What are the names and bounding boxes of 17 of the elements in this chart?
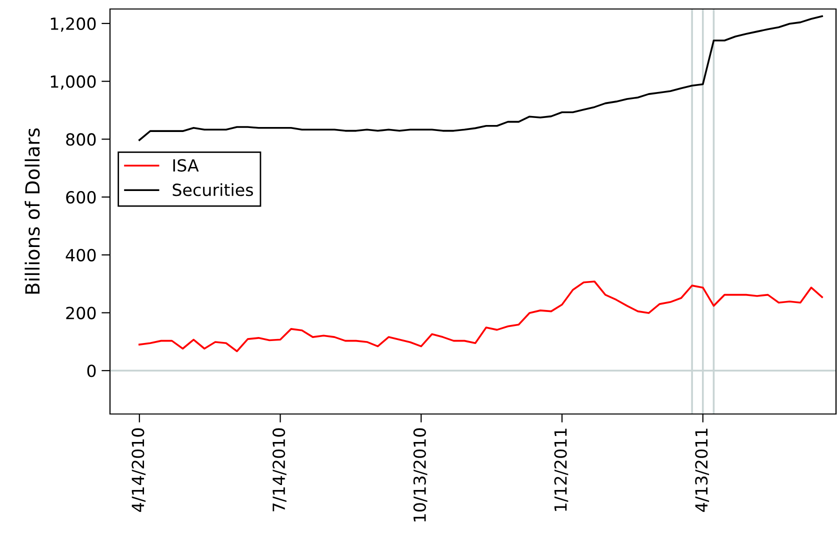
y-axis-title: Billions of Dollars [24, 128, 40, 294]
legend-label: ISA [173, 159, 199, 172]
y-tick-label: 0 [87, 364, 96, 378]
x-tick-label: 10/13/2010 [413, 428, 428, 522]
legend-label: Securities [172, 183, 253, 196]
x-tick-label: 4/14/2010 [132, 428, 146, 512]
y-tick-label: 800 [66, 133, 96, 146]
y-tick-label: 200 [66, 306, 96, 320]
y-tick-label: 1,200 [50, 17, 96, 32]
y-tick-label: 400 [66, 248, 96, 262]
y-tick-label: 600 [66, 191, 96, 204]
x-tick-label: 4/13/2011 [695, 428, 710, 512]
x-tick-label: 1/12/2011 [554, 428, 568, 511]
line-series [138, 15, 823, 141]
line-series [138, 280, 823, 352]
x-tick-label: 7/14/2010 [272, 428, 286, 512]
y-tick-label: 1,000 [50, 75, 96, 90]
